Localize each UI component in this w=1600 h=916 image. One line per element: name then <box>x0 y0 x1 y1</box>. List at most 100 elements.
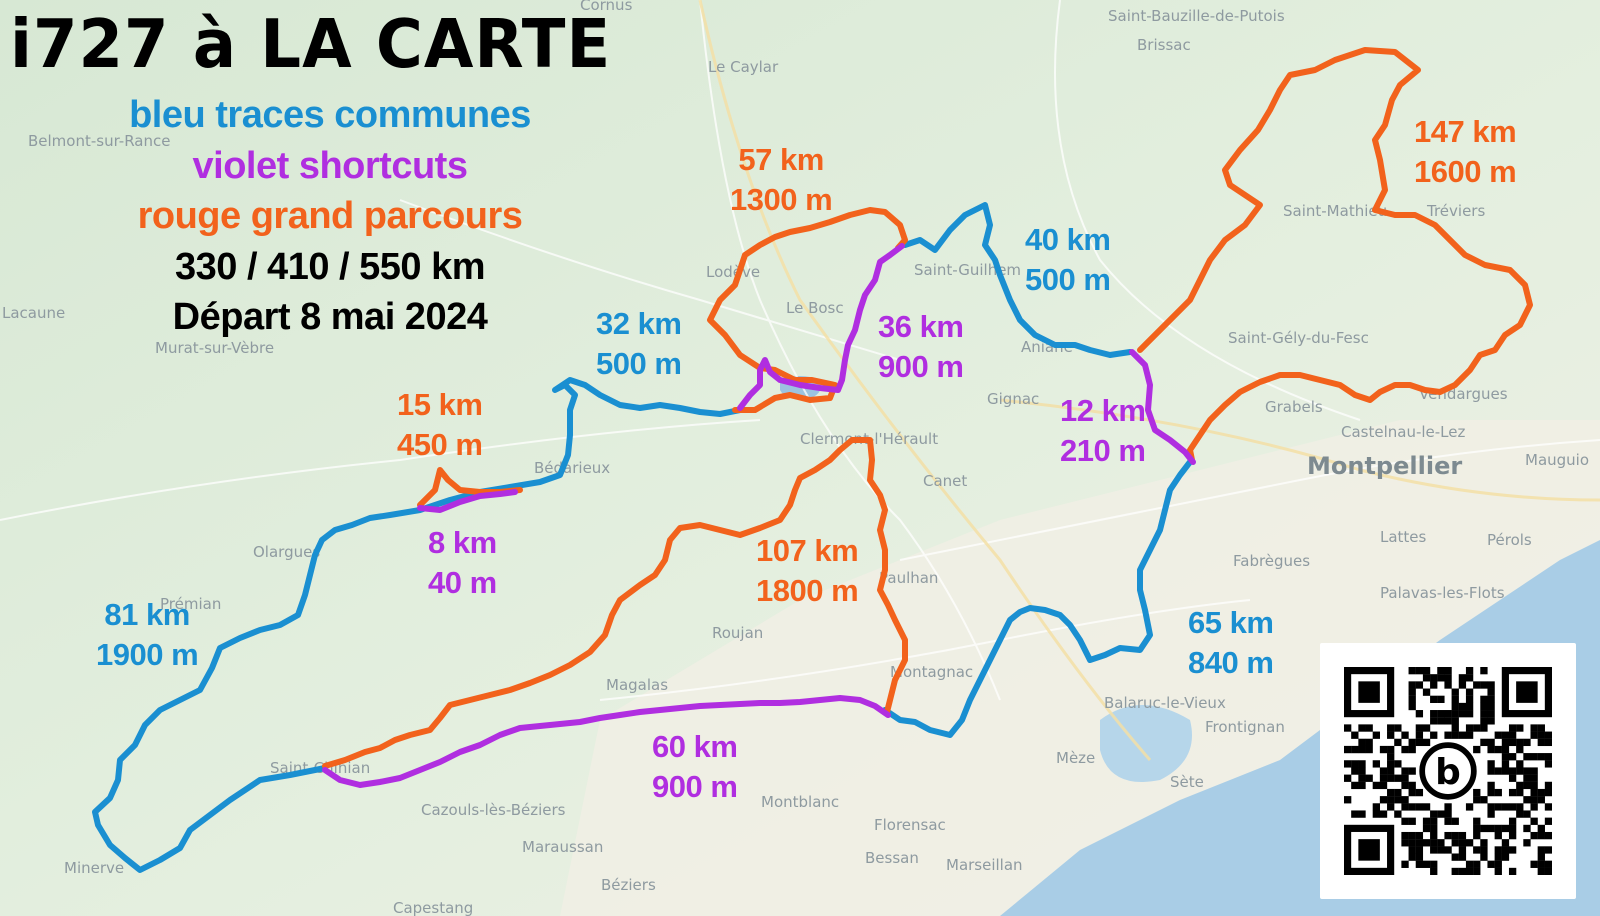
svg-text:Saint-Mathieu: Saint-Mathieu <box>1283 202 1387 220</box>
qr-module <box>1473 724 1481 732</box>
routes <box>92 47 1533 873</box>
qr-module <box>1523 774 1531 782</box>
qr-module <box>1408 788 1416 797</box>
qr-module <box>1430 824 1438 833</box>
qr-module <box>1430 717 1438 725</box>
qr-module <box>1451 731 1459 739</box>
segment-distance: 8 km <box>428 525 497 560</box>
qr-module <box>1530 767 1538 775</box>
qr-module <box>1415 731 1424 739</box>
qr-module <box>1480 824 1488 833</box>
segment-label: 15 km 450 m <box>397 385 483 465</box>
qr-module <box>1408 681 1416 689</box>
svg-text:Montpellier: Montpellier <box>1307 452 1462 480</box>
qr-module <box>1387 774 1395 782</box>
qr-module <box>1415 738 1424 747</box>
qr-module <box>1401 839 1409 847</box>
qr-module <box>1387 796 1395 804</box>
svg-text:Minerve: Minerve <box>64 859 124 877</box>
qr-module <box>1465 674 1474 682</box>
svg-text:Cazouls-lès-Béziers: Cazouls-lès-Béziers <box>421 801 566 819</box>
qr-module <box>1508 846 1517 854</box>
qr-module <box>1501 824 1510 833</box>
qr-module <box>1415 788 1424 797</box>
qr-module <box>1530 803 1538 811</box>
qr-module <box>1465 702 1474 711</box>
roads <box>0 0 1600 701</box>
svg-text:Saint-Gély-du-Fesc: Saint-Gély-du-Fesc <box>1228 329 1369 347</box>
qr-module <box>1465 867 1474 875</box>
qr-module <box>1422 839 1431 847</box>
qr-module <box>1487 695 1495 704</box>
qr-code[interactable]: b <box>1320 643 1576 899</box>
qr-module <box>1494 846 1502 854</box>
qr-module <box>1501 753 1510 761</box>
segment-elevation: 840 m <box>1188 645 1274 680</box>
qr-module <box>1458 831 1467 840</box>
segment-elevation: 900 m <box>878 349 964 384</box>
qr-module <box>1387 731 1395 739</box>
qr-module <box>1494 831 1502 840</box>
qr-module <box>1451 702 1459 711</box>
svg-text:Saint-Bauzille-de-Putois: Saint-Bauzille-de-Putois <box>1108 7 1285 25</box>
qr-module <box>1458 839 1467 847</box>
svg-text:Saint-Guilhem: Saint-Guilhem <box>914 261 1021 279</box>
qr-module <box>1444 674 1452 682</box>
svg-text:Capestang: Capestang <box>393 899 473 916</box>
qr-module <box>1501 846 1510 854</box>
qr-module <box>1358 724 1366 732</box>
qr-module <box>1523 810 1531 818</box>
qr-module <box>1473 824 1481 833</box>
segment-label: 65 km 840 m <box>1188 603 1274 683</box>
qr-module <box>1501 853 1510 861</box>
qr-module <box>1537 724 1545 732</box>
qr-module <box>1444 817 1452 825</box>
qr-module <box>1544 867 1552 875</box>
qr-module <box>1530 753 1538 761</box>
qr-module <box>1365 745 1373 754</box>
qr-module <box>1444 803 1452 811</box>
segment-elevation: 1900 m <box>96 637 199 672</box>
qr-module <box>1530 774 1538 782</box>
qr-module <box>1379 796 1388 804</box>
segment-label: 107 km 1800 m <box>756 531 859 611</box>
qr-module <box>1544 817 1552 825</box>
qr-module <box>1372 810 1381 818</box>
qr-module <box>1415 724 1424 732</box>
qr-finder <box>1501 667 1552 718</box>
qr-module <box>1537 853 1545 861</box>
qr-module <box>1401 781 1409 790</box>
qr-module <box>1344 774 1352 782</box>
qr-module <box>1387 724 1395 732</box>
svg-text:Pérols: Pérols <box>1487 531 1532 549</box>
qr-module <box>1444 831 1452 840</box>
qr-module <box>1422 824 1431 833</box>
qr-module <box>1480 710 1488 718</box>
qr-module <box>1408 738 1416 747</box>
svg-text:Roujan: Roujan <box>712 624 763 642</box>
qr-module <box>1408 853 1416 861</box>
qr-module <box>1444 810 1452 818</box>
svg-text:Le Caylar: Le Caylar <box>708 58 779 76</box>
legend-red: rouge grand parcours <box>137 195 523 237</box>
svg-text:Sète: Sète <box>1170 773 1204 791</box>
svg-text:Montagnac: Montagnac <box>890 663 973 681</box>
qr-module <box>1430 674 1438 682</box>
qr-module <box>1444 846 1452 854</box>
qr-module <box>1430 695 1438 704</box>
qr-module <box>1494 867 1502 875</box>
qr-module <box>1430 731 1438 739</box>
svg-text:Murat-sur-Vèbre: Murat-sur-Vèbre <box>155 339 274 357</box>
qr-module <box>1508 831 1517 840</box>
qr-module <box>1408 688 1416 696</box>
qr-module <box>1487 860 1495 868</box>
qr-module <box>1473 788 1481 797</box>
qr-module <box>1408 839 1416 847</box>
qr-module <box>1530 788 1538 797</box>
qr-module <box>1480 695 1488 704</box>
qr-module <box>1437 717 1445 725</box>
segment-elevation: 500 m <box>596 346 682 381</box>
qr-module <box>1501 738 1510 747</box>
qr-module <box>1544 788 1552 797</box>
qr-module <box>1401 860 1409 868</box>
